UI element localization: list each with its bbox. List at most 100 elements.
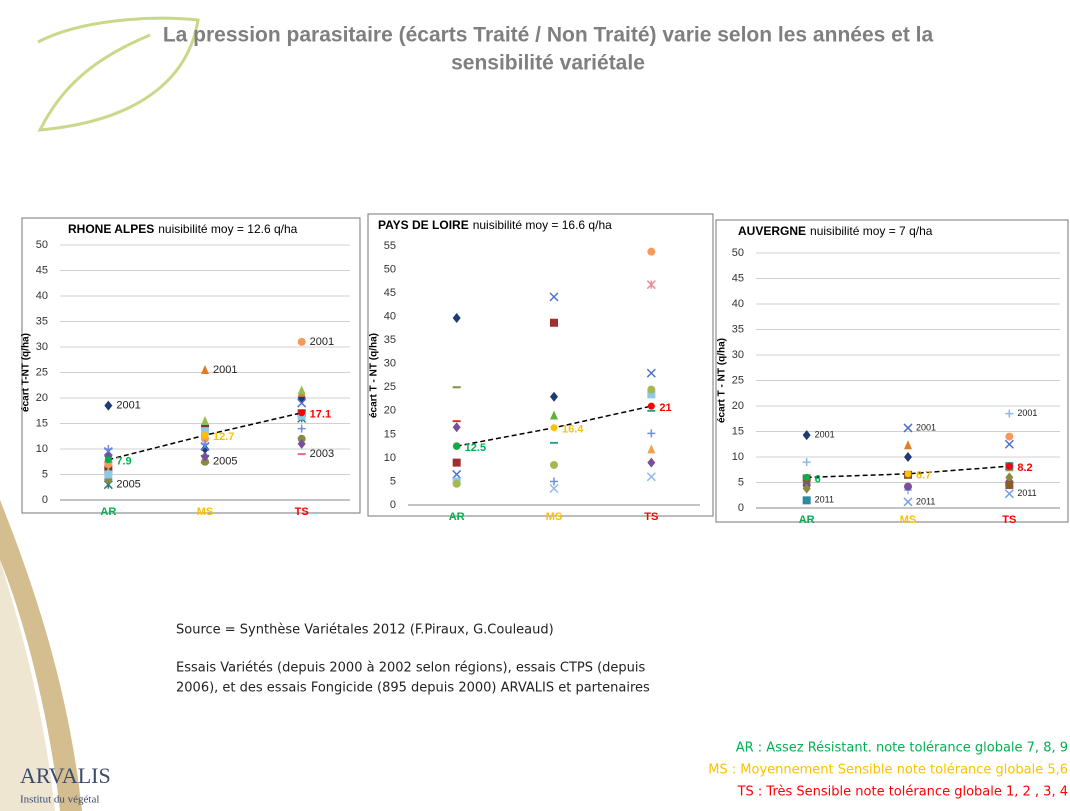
mean-label: 6 xyxy=(815,473,821,485)
mean-line xyxy=(806,465,1010,479)
y-tick-label: 45 xyxy=(732,272,744,284)
y-tick-label: 50 xyxy=(384,263,396,275)
chart-frame xyxy=(715,219,1069,523)
mean-label: 17.1 xyxy=(310,409,331,421)
y-tick-label: 35 xyxy=(36,315,48,327)
y-axis-label: écart T - NT (q/ha) xyxy=(717,338,728,423)
marker xyxy=(550,318,558,327)
y-tick-label: 5 xyxy=(390,475,396,487)
marker xyxy=(201,457,209,466)
slide-title: La pression parasitaire (écarts Traité /… xyxy=(163,24,934,47)
chart-title: RHONE ALPES nuisibilité moy = 12.6 q/ha xyxy=(68,222,298,236)
y-tick-label: 40 xyxy=(384,311,396,323)
point-label: 2011 xyxy=(1017,488,1036,498)
y-tick-label: 10 xyxy=(732,451,744,463)
x-tick-label: AR xyxy=(449,511,465,523)
marker xyxy=(201,451,209,462)
slide-title: sensibilité variétale xyxy=(451,52,645,75)
marker xyxy=(647,444,656,454)
marker xyxy=(903,497,913,507)
leaf-decoration xyxy=(37,16,200,132)
marker xyxy=(452,313,461,324)
mean-point xyxy=(803,473,811,481)
y-tick-label: 25 xyxy=(384,381,396,393)
y-tick-label: 35 xyxy=(384,334,396,346)
x-tick-label: MS xyxy=(197,506,214,518)
y-tick-label: 25 xyxy=(732,374,744,386)
marker xyxy=(802,458,811,467)
legend-note: TS : Très Sensible note tolérance global… xyxy=(737,785,1068,800)
y-axis-label: écart T-NT (q/ha) xyxy=(21,333,32,412)
marker xyxy=(550,477,558,486)
y-tick-label: 30 xyxy=(384,358,396,370)
marker xyxy=(297,438,306,449)
x-tick-label: TS xyxy=(295,506,309,518)
marker xyxy=(452,479,461,488)
point-label: 2001 xyxy=(1017,408,1037,418)
marker xyxy=(297,385,306,395)
chart-frame xyxy=(367,213,714,517)
marker xyxy=(646,368,656,378)
marker xyxy=(1005,409,1014,418)
marker xyxy=(297,434,306,443)
chart-title: AUVERGNE nuisibilité moy = 7 q/ha xyxy=(738,224,933,238)
mean-label: 6.7 xyxy=(916,470,931,482)
x-tick-label: MS xyxy=(900,514,917,526)
marker xyxy=(297,398,307,408)
mean-point xyxy=(453,442,461,450)
marker xyxy=(550,410,558,420)
marker xyxy=(1005,481,1014,490)
mean-label: 7.9 xyxy=(116,456,131,468)
x-tick-label: AR xyxy=(799,514,815,526)
marker xyxy=(201,415,209,425)
side-band xyxy=(0,500,82,811)
chart-title-region: RHONE ALPES xyxy=(68,222,154,236)
y-tick-label: 20 xyxy=(384,405,396,417)
note: Essais Variétés (depuis 2000 à 2002 selo… xyxy=(176,661,646,676)
point-label: 2001 xyxy=(213,364,237,376)
y-tick-label: 50 xyxy=(36,239,48,251)
marker xyxy=(297,424,306,433)
chart-title-region: PAYS DE LOIRE xyxy=(378,218,469,232)
mean-label: 8.2 xyxy=(1017,462,1032,474)
y-tick-label: 25 xyxy=(36,366,48,378)
marker xyxy=(802,430,811,441)
marker xyxy=(452,458,461,467)
mean-point xyxy=(1005,462,1013,470)
marker xyxy=(549,292,559,302)
marker xyxy=(297,337,306,346)
mean-label: 12.7 xyxy=(213,431,234,443)
marker xyxy=(903,423,913,433)
marker xyxy=(1004,439,1014,449)
logo: ARVALIS xyxy=(20,763,111,788)
mean-point xyxy=(904,470,912,478)
chart-frame xyxy=(21,217,361,514)
marker xyxy=(802,483,811,494)
marker xyxy=(904,440,912,450)
logo-tagline: Institut du végétal xyxy=(20,794,99,806)
y-tick-label: 5 xyxy=(738,476,744,488)
marker xyxy=(104,470,113,479)
mean-point xyxy=(104,456,112,464)
y-tick-label: 45 xyxy=(36,264,48,276)
marker xyxy=(452,422,461,433)
legend-note: MS : Moyennement Sensible note tolérance… xyxy=(708,763,1068,778)
point-label: 2001 xyxy=(815,429,835,439)
chart-subtitle: nuisibilité moy = 16.6 q/ha xyxy=(473,218,612,232)
y-tick-label: 30 xyxy=(36,341,48,353)
marker xyxy=(549,483,559,494)
x-tick-label: TS xyxy=(1002,514,1016,526)
y-tick-label: 20 xyxy=(732,400,744,412)
chart-subtitle: nuisibilité moy = 7 q/ha xyxy=(810,224,933,238)
y-tick-label: 0 xyxy=(390,499,396,511)
y-tick-label: 50 xyxy=(732,247,744,259)
side-band-light xyxy=(0,560,55,811)
mean-point xyxy=(647,402,655,410)
mean-point xyxy=(550,424,558,432)
y-tick-label: 10 xyxy=(36,443,48,455)
marker xyxy=(550,460,558,469)
y-tick-label: 15 xyxy=(36,417,48,429)
note: 2006), et des essais Fongicide (895 depu… xyxy=(176,681,650,696)
y-tick-label: 30 xyxy=(732,349,744,361)
marker xyxy=(1004,489,1014,499)
